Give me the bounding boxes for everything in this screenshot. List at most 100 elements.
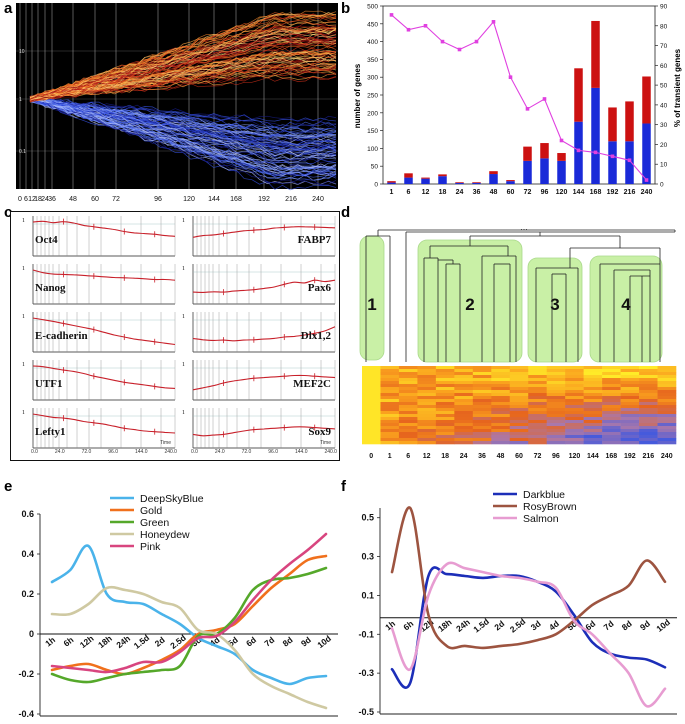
panel-d-heat-cell	[583, 417, 603, 421]
panel-d-heat-cell	[472, 402, 492, 406]
panel-d-heat-cell	[454, 387, 474, 391]
panel-d-heat-cell	[583, 426, 603, 430]
panel-d-heat-cell	[565, 399, 584, 403]
panel-d-heat-cell	[639, 417, 658, 421]
panel-d-heat-cell	[509, 378, 529, 382]
panel-d-heat-cell	[620, 369, 640, 373]
panel-d-heat-cell	[620, 390, 640, 394]
panel-d-x-tick: 120	[569, 453, 581, 460]
panel-d-heat-cell	[472, 390, 492, 394]
panel-d-heat-cell	[398, 423, 418, 427]
f-y-tick-label: -0.5	[358, 707, 374, 717]
panel-d-heat-cell	[472, 438, 492, 442]
panel-d-heat-cell	[472, 396, 492, 400]
panel-d-heat-cell	[362, 441, 381, 445]
panel-d-heat-cell	[565, 390, 584, 394]
panel-d-heat-cell	[509, 429, 529, 433]
panel-b-bar-red	[387, 181, 396, 183]
gene-name: Nanog	[35, 282, 66, 294]
panel-d-heat-cell	[657, 438, 677, 442]
panel-d-heat-cell	[583, 411, 603, 415]
e-x-tick-label: 2d	[153, 635, 167, 649]
panel-d-heat-cell	[546, 372, 566, 376]
panel-label-f: f	[341, 478, 346, 495]
f-x-tick-label: 7d	[602, 618, 616, 632]
panel-d-heat-cell	[583, 396, 603, 400]
panel-b-left-tick-label: 250	[367, 93, 378, 100]
panel-d-heat-cell	[417, 423, 437, 427]
panel-d-heat-cell	[620, 387, 640, 391]
gene-profile-line	[192, 326, 336, 342]
panel-d-heat-cell	[509, 441, 529, 445]
panel-d-heat-cell	[583, 387, 603, 391]
panel-d-heat-cell	[435, 408, 455, 412]
panel-d-heat-cell	[583, 375, 603, 379]
panel-a-trace	[29, 101, 337, 158]
gene-profile-line	[192, 226, 336, 238]
panel-d-heat-cell	[380, 420, 400, 424]
panel-d-heat-cell	[435, 384, 455, 388]
panel-b-bars	[387, 20, 651, 184]
panel-d-heat-cell	[639, 378, 658, 382]
panel-d-heat-cell	[546, 411, 566, 415]
panel-d-heat-cell	[657, 435, 677, 439]
panel-d-heat-cell	[362, 369, 381, 373]
panel-label-b: b	[341, 0, 351, 17]
panel-d-heat-cell	[583, 423, 603, 427]
panel-d-heat-cell	[583, 366, 603, 370]
panel-d-heat-cell	[435, 378, 455, 382]
panel-a-trace	[29, 52, 337, 102]
panel-d-heat-cell	[509, 381, 529, 385]
panel-d-heat-cell	[583, 441, 603, 445]
panel-d-heat-cell	[546, 375, 566, 379]
panel-d-heat-cell	[454, 396, 474, 400]
panel-d-heat-cell	[639, 387, 658, 391]
panel-d-heat-cell	[472, 387, 492, 391]
panel-d-heat-cell	[417, 429, 437, 433]
panel-d-heat-cell	[435, 396, 455, 400]
panel-d-heat-cell	[435, 366, 455, 370]
panel-b-bar-red	[421, 177, 430, 179]
panel-a-x-tick: 36	[48, 196, 56, 203]
panel-d-heat-cell	[546, 393, 566, 397]
e-x-tick-label: 7d	[262, 635, 276, 649]
panel-d-heat-cell	[472, 417, 492, 421]
panel-d-heat-cell	[528, 369, 548, 373]
panel-d-heat-cell	[639, 438, 658, 442]
panel-a-trace	[29, 99, 337, 152]
panel-d-heat-cell	[398, 372, 418, 376]
panel-d-heat-cell	[491, 435, 511, 439]
panel-d-heat-cell	[546, 435, 566, 439]
panel-d-heat-cell	[362, 414, 381, 418]
panel-d-x-tick: 24	[460, 453, 468, 460]
gene-profile-plot	[32, 408, 176, 449]
panel-b-percent-point	[593, 150, 598, 155]
panel-d-heat-cell	[417, 378, 437, 382]
gene-profile-x-tick: 240.0	[324, 449, 337, 455]
panel-a-y-tick: 1	[19, 97, 22, 103]
panel-b-bar-red	[642, 76, 651, 124]
panel-d-heat-cell	[509, 369, 529, 373]
panel-b-right-tick-label: 90	[660, 4, 668, 11]
gene-profile-value-label: 1	[22, 410, 25, 416]
panel-d-heat-cell	[454, 429, 474, 433]
panel-d-heat-cell	[583, 378, 603, 382]
panel-d-heat-cell	[602, 387, 621, 391]
panel-a-x-tick: 216	[285, 196, 297, 203]
panel-d-heat-cell	[417, 387, 437, 391]
panel-d-heat-cell	[380, 423, 400, 427]
f-y-tick-label: 0.3	[361, 552, 374, 562]
panel-d-heat-cell	[620, 423, 640, 427]
panel-a-trace	[29, 97, 337, 185]
e-y-tick-label: 0.6	[21, 509, 34, 519]
gene-name: UTF1	[35, 378, 63, 390]
panel-d-heat-cell	[417, 375, 437, 379]
gene-profile-value-label: 1	[22, 266, 25, 272]
panel-b-x-tick-label: 12	[422, 189, 430, 196]
panel-e-chart: 0.60.40.20-0.2-0.41h 6h 12h 18h 24h 1.5d 2d 2.5…	[18, 493, 338, 719]
panel-b-tick-labels: 0 50 100 150 200 250 300 350 400 450 500 0 10 20 30 40 5…	[367, 4, 667, 197]
f-x-tick-label: 1.5d	[471, 616, 491, 634]
panel-d-heat-cell	[362, 435, 381, 439]
panel-b-bar-blue	[506, 181, 515, 184]
panel-d-heat-cell	[602, 366, 621, 370]
